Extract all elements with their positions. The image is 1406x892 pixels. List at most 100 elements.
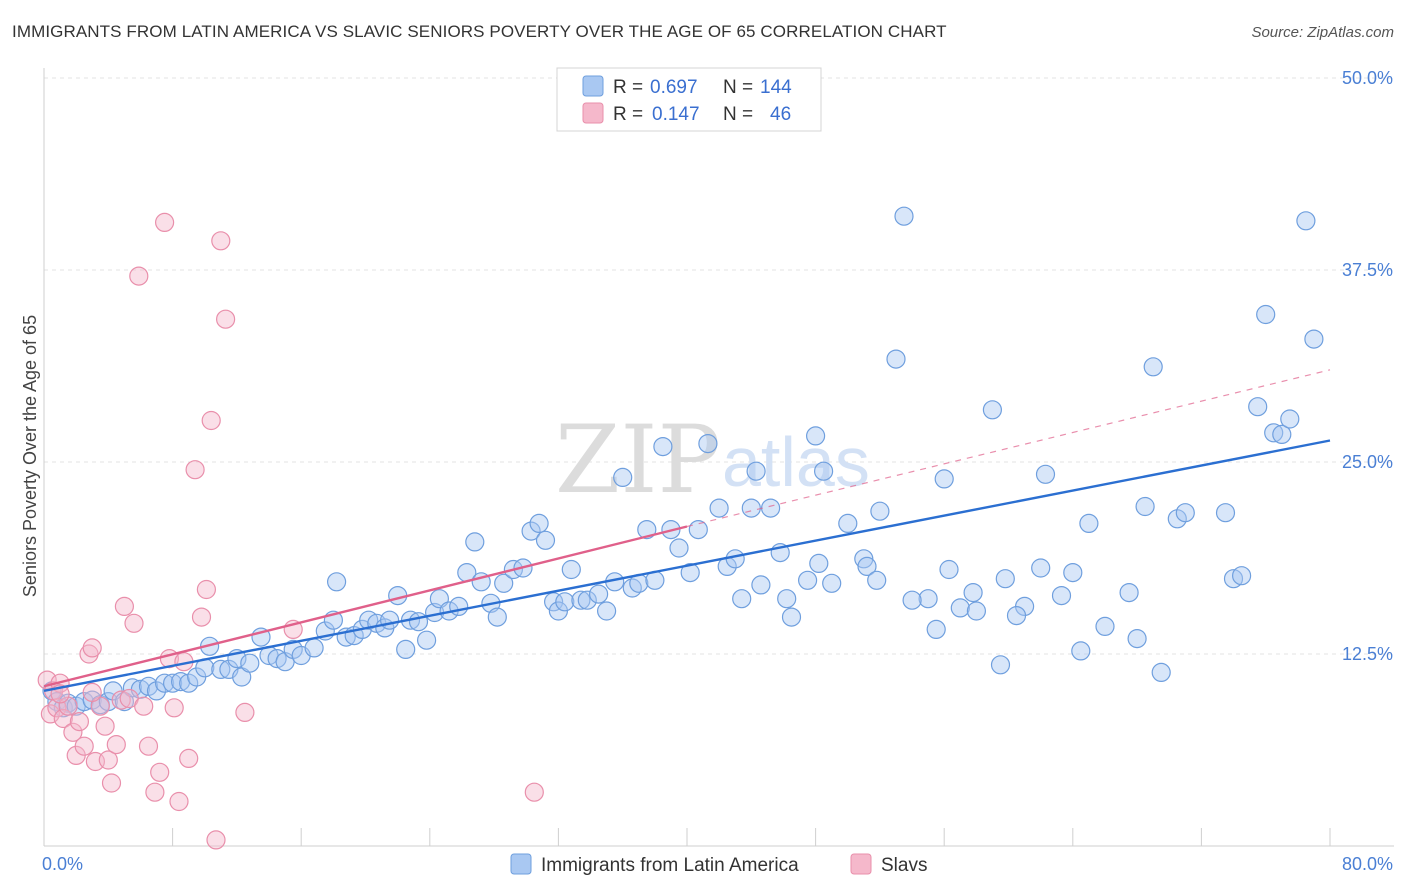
legend-top: R = 0.697 N = 144 R = 0.147 N = 46 [556,67,822,132]
series-2-point [196,579,216,600]
series-2-point [82,638,102,658]
series-2-point [191,607,212,627]
series-2-point [524,782,544,802]
series-1-point [494,573,514,593]
legend-bottom-swatch-1 [510,853,532,875]
series-1-point [1031,558,1051,578]
series-2-point [150,762,170,782]
series-2-point [201,410,221,431]
legend-r-label-1: R = [613,77,643,98]
series-1-point [781,607,802,627]
series-2-trend-extension [686,369,1331,528]
series-1-point [1063,562,1083,583]
series-1-point [1248,397,1268,417]
series-1-point [1304,329,1324,349]
series-1-point [561,559,581,580]
series-1-point [588,584,609,604]
x-tick-labels: 0.0% 80.0% [42,854,1393,874]
series-1-point [886,349,906,369]
watermark: ZIP atlas [555,406,870,515]
series-1-point [1135,496,1155,517]
series-1-point [751,575,771,595]
legend-n-value-1: 144 [760,77,792,98]
series-1-point [637,519,657,540]
series-1-point [822,573,842,593]
series-1-point [894,206,914,226]
axes [43,68,1394,847]
series-2-point [63,722,83,742]
series-1-point [613,467,633,487]
series-1-point [1127,628,1147,649]
y-tick-label-0: 12.5% [1342,644,1393,664]
series-1-point [122,678,142,698]
series-2-point [74,736,94,756]
series-1-point [982,400,1003,420]
trend-layer [43,369,1331,693]
series-2-point [155,212,175,232]
series-1-point [521,521,541,541]
series-1-point [797,570,818,590]
series-1-point [1296,211,1316,231]
series-2-points [37,212,544,850]
source-label: Source: ZipAtlas.com [1251,24,1394,41]
legend-bottom-label-1: Immigrants from Latin America [541,855,799,876]
series-1-point [732,589,752,609]
series-1-point [163,673,183,693]
series-1-point [809,553,829,574]
series-1-point [1272,424,1292,444]
series-1-point [1006,605,1027,626]
series-1-point [396,639,416,660]
series-1-point [760,498,781,518]
legend-n-label-2: N = [723,104,753,125]
series-1-point [857,556,877,577]
series-2-point [98,750,118,770]
series-1-point [870,501,890,521]
series-2-point [138,736,159,756]
series-1-point [487,607,507,627]
watermark-zip: ZIP [555,406,721,515]
legend-r-value-2: 0.147 [652,104,700,125]
series-1-point [838,513,858,534]
series-1-point [939,559,959,580]
series-1-point [805,426,826,446]
series-2-point [216,309,236,329]
series-1-point [1215,503,1236,523]
series-1-point [1256,304,1276,325]
series-1-point [990,655,1011,675]
series-2-point [185,460,205,480]
series-1-point [408,612,429,632]
series-1-point [1079,513,1099,534]
series-1-point [571,590,591,610]
series-1-point [950,598,970,618]
series-2-point [111,690,131,710]
watermark-atlas: atlas [722,423,870,501]
series-1-point [449,596,469,617]
legend-n-label-1: N = [723,77,753,98]
series-1-point [746,461,766,481]
series-1-point [918,589,938,609]
x-axis-ticks [43,828,1331,846]
series-1-trend-line [43,439,1331,693]
series-1-point [1151,662,1171,683]
x-tick-label-0: 0.0% [42,854,83,874]
series-1-point [902,590,922,610]
series-2-point [235,702,255,723]
series-1-point [963,582,983,603]
legend-bottom: Immigrants from Latin America Slavs [510,853,927,876]
series-1-point [417,630,437,650]
series-1-point [465,532,485,552]
series-2-point [134,696,154,716]
series-1-point [535,530,556,550]
series-2-point [114,596,135,617]
series-1-point [1280,409,1300,429]
y-axis-title: Seniors Poverty Over the Age of 65 [20,315,40,597]
series-1-point [680,562,700,583]
series-1-point [1035,464,1056,484]
series-1-point [1175,503,1195,523]
series-2-point [145,782,165,802]
series-1-point [966,601,987,621]
series-1-point [1143,357,1163,377]
series-1-point [529,513,549,534]
series-1-point [725,549,745,569]
